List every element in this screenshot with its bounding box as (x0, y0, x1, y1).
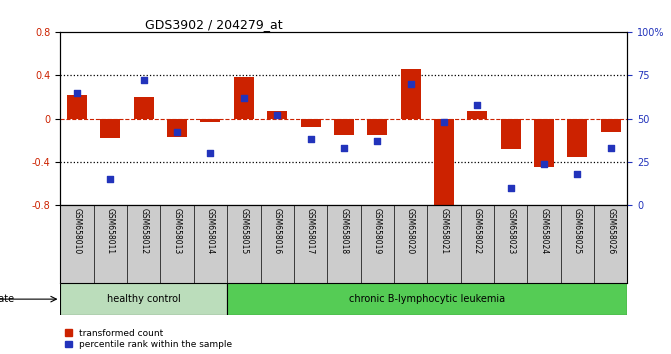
Text: GSM658023: GSM658023 (506, 208, 515, 254)
Text: GSM658013: GSM658013 (172, 208, 182, 254)
Text: GSM658017: GSM658017 (306, 208, 315, 254)
Point (605, 145, 616, 151)
Point (272, 112, 282, 118)
Bar (601, 119, 621, 132)
Bar (334, 119, 354, 135)
Text: GSM658015: GSM658015 (240, 208, 248, 254)
Point (472, 102, 482, 108)
Bar (167, 119, 187, 137)
Text: disease state: disease state (0, 294, 15, 304)
Bar (401, 69, 421, 119)
Text: GSM658012: GSM658012 (140, 208, 148, 254)
Point (405, 81, 416, 87)
Text: GSM658021: GSM658021 (440, 208, 448, 254)
Point (138, 78, 149, 83)
Point (338, 145, 349, 151)
Text: healthy control: healthy control (107, 294, 180, 304)
Point (572, 171, 582, 177)
Bar (227, 283, 627, 315)
Point (238, 95, 249, 101)
Text: GSM658025: GSM658025 (573, 208, 582, 254)
Text: GSM658020: GSM658020 (406, 208, 415, 254)
Bar (234, 78, 254, 119)
Point (305, 137, 316, 142)
Bar (60, 283, 227, 315)
Point (172, 130, 183, 135)
Bar (101, 119, 120, 138)
Text: GSM658019: GSM658019 (372, 208, 382, 254)
Text: GSM658018: GSM658018 (340, 208, 348, 254)
Point (205, 150, 216, 156)
Bar (467, 111, 487, 119)
Point (105, 177, 116, 182)
Point (72, 90, 83, 96)
Bar (267, 111, 287, 119)
Text: GSM658022: GSM658022 (473, 208, 482, 254)
Bar (568, 119, 587, 156)
Point (372, 138, 382, 144)
Bar (67, 95, 87, 119)
Point (505, 185, 516, 191)
Legend: transformed count, percentile rank within the sample: transformed count, percentile rank withi… (65, 329, 232, 349)
Bar (434, 119, 454, 207)
Text: GSM658011: GSM658011 (106, 208, 115, 254)
Bar (301, 119, 321, 127)
Bar (367, 119, 387, 135)
Bar (534, 119, 554, 167)
Text: GSM658024: GSM658024 (539, 208, 548, 254)
Point (539, 161, 550, 166)
Text: GSM658014: GSM658014 (206, 208, 215, 254)
Point (439, 119, 450, 125)
Bar (501, 119, 521, 149)
Text: GDS3902 / 204279_at: GDS3902 / 204279_at (146, 18, 283, 31)
Bar (134, 97, 154, 119)
Text: GSM658026: GSM658026 (606, 208, 615, 254)
Bar (201, 119, 221, 122)
Text: chronic B-lymphocytic leukemia: chronic B-lymphocytic leukemia (349, 294, 505, 304)
Text: GSM658010: GSM658010 (72, 208, 82, 254)
Text: GSM658016: GSM658016 (272, 208, 282, 254)
